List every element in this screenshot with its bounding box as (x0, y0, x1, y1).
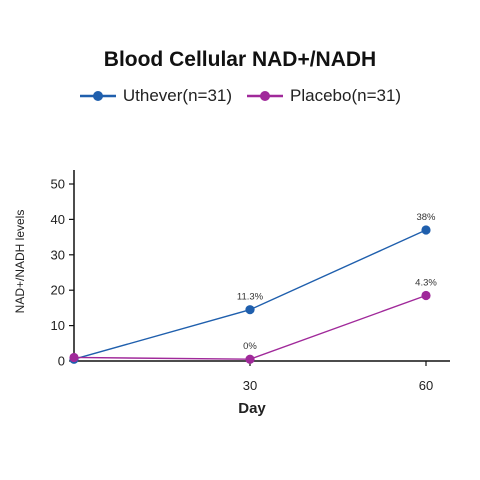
legend-item-uthever: Uthever(n=31) (79, 86, 232, 106)
y-tick-label-10: 10 (51, 318, 65, 333)
y-tick-label-0: 0 (58, 354, 65, 369)
data-point-s0-1 (245, 305, 255, 315)
legend-label-uthever: Uthever(n=31) (122, 86, 233, 105)
y-tick-label-20: 20 (51, 283, 65, 298)
chart-legend: Uthever(n=31) Placebo(n=31) (0, 84, 480, 108)
data-label-s0-2: 38% (416, 212, 436, 223)
legend-label-placebo: Placebo(n=31) (290, 86, 402, 105)
data-point-s1-1 (245, 354, 255, 364)
legend-marker-uthever (79, 91, 116, 101)
data-point-s1-0 (69, 352, 79, 363)
data-label-s1-1: 0% (243, 341, 257, 352)
data-point-s0-2 (421, 225, 431, 235)
data-point-s1-2 (421, 290, 431, 301)
legend-item-placebo: Placebo(n=31) (246, 86, 401, 106)
x-tick-label-30: 30 (243, 378, 257, 393)
y-tick-label-30: 30 (51, 247, 65, 262)
chart-title: Blood Cellular NAD+/NADH (103, 48, 377, 71)
data-label-s0-1: 11.3% (237, 292, 264, 303)
y-axis-title: NAD+/NADH levels (13, 210, 27, 314)
x-axis-title: Day (238, 400, 266, 417)
x-tick-label-60: 60 (419, 378, 433, 393)
data-label-s1-2: 4.3% (415, 278, 437, 289)
y-tick-label-40: 40 (51, 212, 65, 227)
y-tick-label-50: 50 (51, 177, 65, 192)
legend-marker-placebo (247, 91, 284, 101)
